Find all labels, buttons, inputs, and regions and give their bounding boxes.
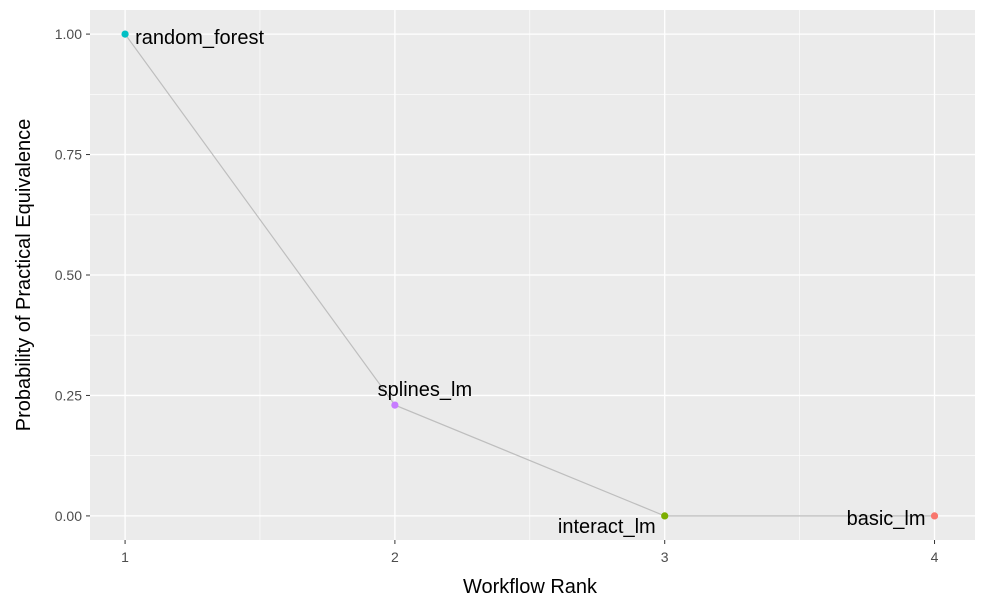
x-axis-title: Workflow Rank	[463, 576, 598, 598]
x-axis-ticks: 1 2 3 4	[121, 540, 939, 565]
x-tick-label: 3	[661, 549, 669, 565]
data-point-basic_lm	[930, 512, 939, 520]
y-axis-ticks: 0.00 0.25 0.50 0.75 1.00	[55, 26, 90, 524]
series-line	[124, 33, 935, 517]
x-tick-label: 4	[931, 549, 939, 565]
x-tick-label: 2	[391, 549, 399, 565]
point-labels: random_forest splines_lm interact_lm basic_…	[135, 27, 925, 538]
y-tick-label: 0.50	[55, 267, 82, 283]
x-tick-label: 1	[121, 549, 129, 565]
y-tick-label: 0.25	[55, 387, 82, 403]
point-label-interact_lm: interact_lm	[558, 516, 656, 538]
data-point-splines_lm	[391, 401, 399, 409]
y-tick-label: 1.00	[55, 26, 82, 42]
y-axis-title: Probability of Practical Equivalence	[13, 119, 35, 431]
point-label-splines_lm: splines_lm	[378, 379, 472, 401]
data-points	[121, 30, 939, 520]
data-point-random_forest	[121, 30, 129, 38]
y-tick-label: 0.00	[55, 508, 82, 524]
point-label-basic_lm: basic_lm	[847, 508, 926, 530]
point-label-random_forest: random_forest	[135, 27, 264, 49]
data-point-interact_lm	[661, 512, 669, 520]
y-tick-label: 0.75	[55, 147, 82, 163]
major-gridlines	[90, 10, 975, 540]
